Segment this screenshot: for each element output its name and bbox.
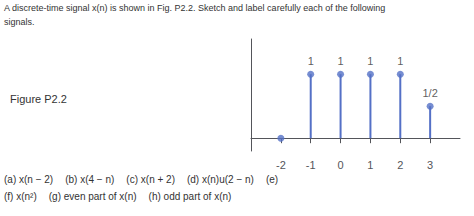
svg-text:1/2: 1/2 (422, 87, 437, 99)
svg-text:(e): (e) (266, 174, 278, 185)
svg-text:1: 1 (308, 55, 314, 67)
svg-text:(c) x(n + 2): (c) x(n + 2) (126, 174, 175, 185)
svg-text:(f) x(n²): (f) x(n²) (4, 191, 37, 202)
svg-text:3: 3 (427, 159, 433, 171)
svg-text:(g) even part of x(n): (g) even part of x(n) (49, 191, 137, 202)
svg-text:A discrete-time signal x(n) is: A discrete-time signal x(n) is shown in … (4, 3, 385, 13)
svg-text:(h) odd part of x(n): (h) odd part of x(n) (149, 191, 232, 202)
svg-text:Figure P2.2: Figure P2.2 (10, 93, 67, 105)
svg-text:1: 1 (338, 55, 344, 67)
svg-text:1: 1 (367, 159, 373, 171)
svg-text:2: 2 (397, 159, 403, 171)
svg-text:1: 1 (367, 55, 373, 67)
svg-text:(b) x(4 − n): (b) x(4 − n) (65, 174, 114, 185)
svg-text:(d) x(n)u(2 − n): (d) x(n)u(2 − n) (187, 174, 254, 185)
svg-text:-1: -1 (306, 159, 316, 171)
svg-text:-2: -2 (276, 159, 286, 171)
svg-text:0: 0 (338, 159, 344, 171)
svg-text:1: 1 (397, 55, 403, 67)
svg-text:signals.: signals. (4, 17, 35, 27)
svg-text:(a) x(n − 2): (a) x(n − 2) (4, 174, 53, 185)
